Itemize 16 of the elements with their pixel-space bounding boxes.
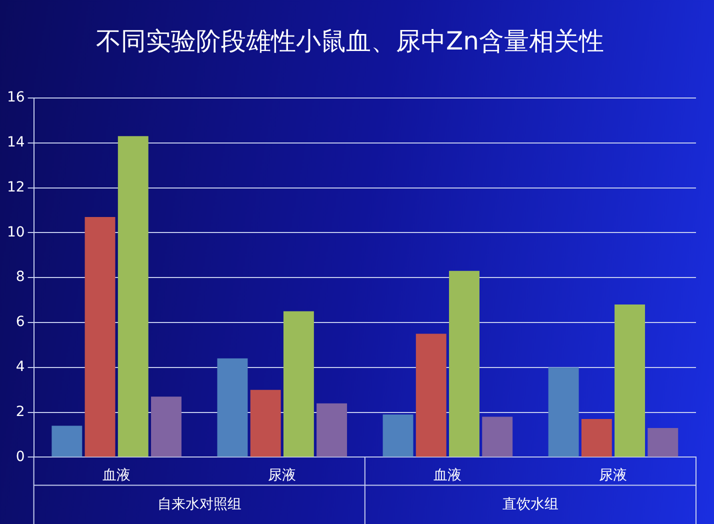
x-tick-label: 血液 [102, 467, 131, 484]
y-tick-label: 0 [16, 448, 25, 465]
y-tick-label: 6 [16, 314, 25, 330]
text: 直饮水组 [502, 496, 558, 512]
y-tick-label: 4 [16, 359, 25, 376]
x-tick-label: 血液 [434, 467, 462, 484]
x-tick-label: 尿液 [268, 467, 296, 484]
chart-title: 不同实验阶段雄性小鼠血、尿中Zn含量相关性 [96, 26, 604, 56]
y-tick-label: 14 [6, 134, 25, 151]
y-tick-label: 2 [16, 404, 25, 420]
y-tick-label: 16 [6, 90, 25, 106]
y-tick-label: 12 [6, 179, 25, 196]
x-tick-label: 尿液 [599, 467, 628, 484]
y-tick-label: 8 [16, 269, 25, 286]
text: 自来水对照组 [157, 496, 242, 512]
y-tick-label: 10 [6, 224, 25, 240]
